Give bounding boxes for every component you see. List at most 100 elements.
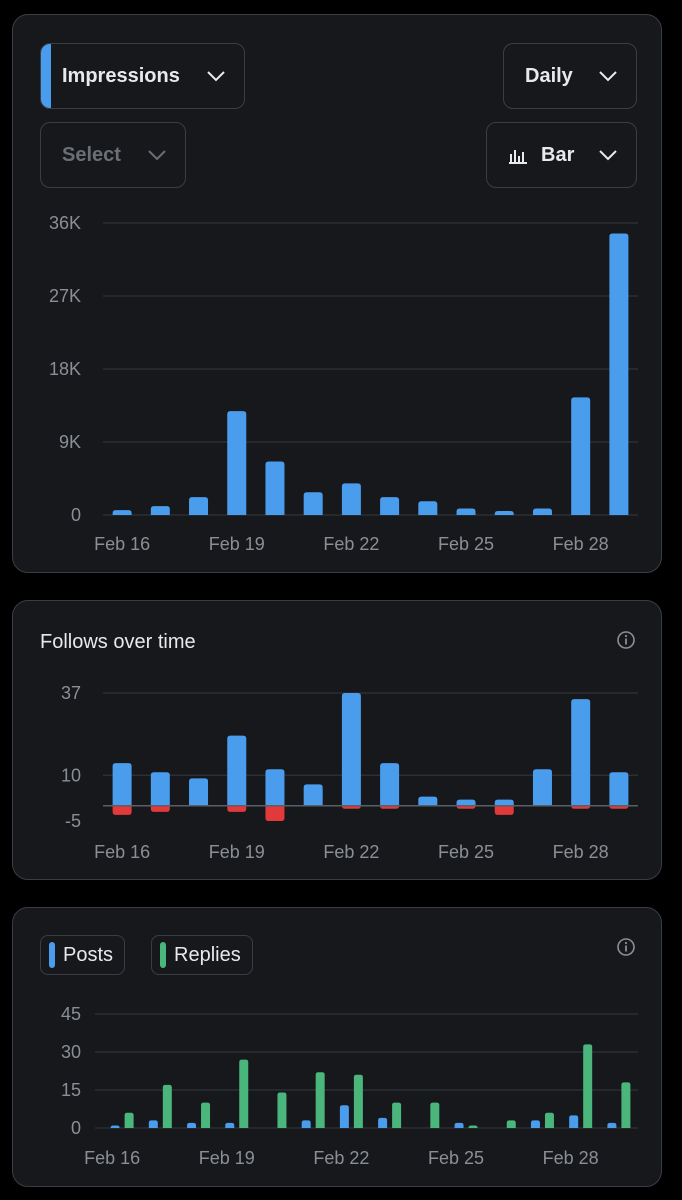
- x-tick-label: Feb 19: [209, 842, 265, 862]
- unfollows-bar: [571, 805, 591, 809]
- follows-bar: [265, 769, 285, 806]
- posts-bar: [454, 1122, 464, 1128]
- y-tick-label: 10: [61, 765, 81, 785]
- x-tick-label: Feb 28: [553, 842, 609, 862]
- x-tick-label: Feb 25: [438, 842, 494, 862]
- replies-bar: [315, 1072, 325, 1128]
- interval-dropdown[interactable]: Daily: [503, 43, 637, 109]
- compare-dropdown[interactable]: Select: [40, 122, 186, 188]
- replies-bar: [430, 1102, 440, 1128]
- unfollows-bar: [265, 805, 285, 821]
- compare-dropdown-placeholder: Select: [62, 143, 121, 166]
- impressions-bar: [456, 508, 476, 515]
- legend-posts[interactable]: Posts: [40, 935, 125, 975]
- follows-bar: [418, 796, 438, 806]
- follows-card: Follows over time 37 10 -5 Feb 16 Feb 19 Feb …: [12, 600, 662, 880]
- posts-swatch: [49, 942, 55, 968]
- impressions-bar: [189, 497, 209, 515]
- y-tick-label: 45: [61, 1004, 81, 1024]
- impressions-bar: [609, 233, 629, 516]
- posts-bar: [530, 1120, 540, 1128]
- posts-bar: [607, 1122, 617, 1128]
- unfollows-bar: [456, 805, 476, 809]
- impressions-bar: [112, 510, 132, 515]
- metric-color-indicator: [41, 44, 51, 108]
- legend-replies-label: Replies: [174, 943, 241, 966]
- impressions-bar: [150, 506, 170, 515]
- replies-bar: [544, 1112, 554, 1128]
- follows-bar: [571, 699, 591, 806]
- y-tick-label: 0: [71, 1118, 81, 1138]
- replies-bar: [124, 1112, 134, 1128]
- x-tick-label: Feb 16: [94, 842, 150, 862]
- metric-dropdown-label: Impressions: [62, 64, 180, 87]
- impressions-bar: [571, 397, 591, 515]
- metric-dropdown[interactable]: Impressions: [40, 43, 245, 109]
- follows-bar: [341, 693, 361, 806]
- unfollows-bar: [494, 805, 514, 815]
- legend-posts-label: Posts: [63, 943, 114, 966]
- impressions-bar: [265, 461, 285, 515]
- x-tick-label: Feb 22: [323, 534, 379, 554]
- x-tick-label: Feb 19: [199, 1148, 255, 1168]
- follows-card-title: Follows over time: [40, 631, 196, 653]
- follows-bar: [303, 784, 323, 806]
- follows-bar: [456, 799, 476, 806]
- y-tick-label: 15: [61, 1080, 81, 1100]
- chart-type-dropdown-label: Bar: [541, 143, 575, 166]
- x-tick-label: Feb 19: [209, 534, 265, 554]
- unfollows-bar: [380, 805, 400, 809]
- x-tick-label: Feb 22: [313, 1148, 369, 1168]
- unfollows-bar: [341, 805, 361, 809]
- posts-bar: [339, 1105, 349, 1128]
- replies-swatch: [160, 942, 166, 968]
- legend-replies[interactable]: Replies: [151, 935, 253, 975]
- chevron-down-icon: [598, 70, 618, 82]
- posts-replies-card: Posts Replies 45 30 15 0 Feb 16 Feb 19 Feb 22 F…: [12, 907, 662, 1187]
- y-tick-label: 37: [61, 683, 81, 703]
- posts-bar: [225, 1122, 235, 1128]
- impressions-bar: [227, 411, 247, 515]
- posts-bar: [187, 1122, 197, 1128]
- follows-bar: [189, 778, 209, 806]
- unfollows-bar: [150, 805, 170, 812]
- info-icon[interactable]: [616, 937, 636, 957]
- x-tick-label: Feb 25: [438, 534, 494, 554]
- x-tick-label: Feb 16: [94, 534, 150, 554]
- impressions-bar: [418, 501, 438, 515]
- x-tick-label: Feb 16: [84, 1148, 140, 1168]
- chevron-down-icon: [206, 70, 226, 82]
- chevron-down-icon: [598, 149, 618, 161]
- replies-bar: [239, 1059, 249, 1128]
- x-tick-label: Feb 22: [323, 842, 379, 862]
- chart-type-dropdown[interactable]: Bar: [486, 122, 637, 188]
- y-tick-label: -5: [65, 811, 81, 831]
- replies-bar: [392, 1102, 402, 1128]
- x-tick-label: Feb 28: [553, 534, 609, 554]
- impressions-bar: [303, 492, 323, 515]
- impressions-bar: [380, 497, 400, 515]
- follows-chart: 37 10 -5 Feb 16 Feb 19 Feb 22 Feb 25 Feb 28: [61, 683, 638, 862]
- follows-bar: [532, 769, 552, 806]
- y-tick-label: 30: [61, 1042, 81, 1062]
- follows-bar: [609, 772, 629, 806]
- chevron-down-icon: [147, 149, 167, 161]
- impressions-bar: [494, 510, 514, 515]
- replies-bar: [162, 1084, 172, 1128]
- replies-bar: [468, 1125, 478, 1128]
- follows-bar: [380, 763, 400, 806]
- unfollows-bar: [112, 805, 132, 815]
- posts-bar: [110, 1125, 120, 1128]
- bar-chart-icon: [509, 147, 527, 164]
- follows-bar: [150, 772, 170, 806]
- y-tick-label: 9K: [59, 432, 81, 452]
- unfollows-bar: [609, 805, 629, 809]
- posts-bar: [569, 1115, 579, 1128]
- posts-bar: [378, 1117, 388, 1128]
- x-tick-label: Feb 28: [543, 1148, 599, 1168]
- replies-bar: [621, 1082, 631, 1128]
- y-tick-label: 36K: [49, 213, 81, 233]
- impressions-bar: [532, 508, 552, 515]
- replies-bar: [506, 1120, 516, 1128]
- info-icon[interactable]: [616, 630, 636, 650]
